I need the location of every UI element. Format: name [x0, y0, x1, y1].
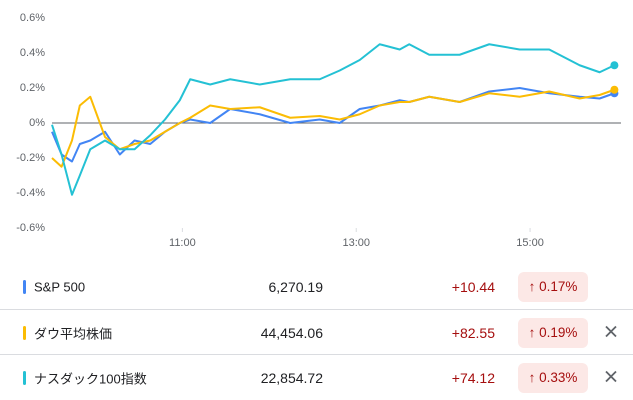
series-line [51, 43, 615, 196]
close-icon[interactable] [604, 369, 618, 383]
y-tick-label: 0.6% [20, 12, 45, 24]
close-icon[interactable] [604, 324, 618, 338]
series-name: ダウ平均株価 [34, 326, 113, 341]
table-row: ナスダック100指数 22,854.72 +74.12 ↑ 0.33% [0, 354, 633, 400]
legend-swatch [23, 325, 26, 340]
y-tick-label: 0.4% [20, 47, 45, 59]
legend-swatch [23, 279, 26, 294]
remove-button[interactable] [604, 369, 618, 386]
y-tick-label: 0% [29, 117, 45, 129]
x-tick-label: 11:00 [169, 237, 196, 249]
price: 44,454.06 [260, 324, 323, 341]
table-row: ダウ平均株価 44,454.06 +82.55 ↑ 0.19% [0, 309, 633, 355]
price: 22,854.72 [260, 369, 323, 386]
series-line [51, 88, 615, 168]
chart: 0.6% 0.4% 0.2% 0% -0.2% -0.4% -0.6% 11:00 13:00 1… [16, 12, 621, 249]
y-tick-label: -0.2% [16, 152, 45, 164]
series-name: S&P 500 [34, 279, 86, 294]
change: +82.55 [451, 324, 495, 341]
percent-badge: ↑ 0.19% [518, 317, 588, 348]
end-dot [610, 61, 619, 70]
legend-swatch [23, 370, 26, 385]
y-tick-label: -0.6% [16, 222, 45, 234]
y-tick-label: -0.4% [16, 187, 45, 199]
percent-badge: ↑ 0.33% [518, 362, 588, 393]
series-line [51, 87, 615, 163]
series-name: ナスダック100指数 [34, 371, 147, 386]
end-dot [610, 85, 619, 94]
x-tick-label: 13:00 [342, 237, 370, 249]
change: +10.44 [451, 278, 495, 295]
table-row: S&P 500 6,270.19 +10.44 ↑ 0.17% [0, 264, 633, 309]
remove-button[interactable] [604, 324, 618, 341]
x-tick-label: 15:00 [516, 237, 544, 249]
y-tick-label: 0.2% [20, 82, 45, 94]
change: +74.12 [451, 369, 495, 386]
percent-badge: ↑ 0.17% [518, 271, 588, 302]
price: 6,270.19 [268, 278, 324, 295]
